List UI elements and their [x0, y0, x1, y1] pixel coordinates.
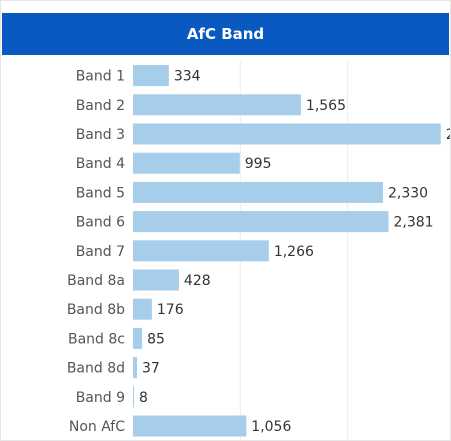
bar: [133, 357, 137, 379]
data-label: 1,266: [274, 244, 314, 260]
data-label: 428: [184, 273, 211, 289]
bar: [133, 415, 247, 437]
bar: [133, 240, 269, 262]
data-label: 995: [245, 156, 272, 172]
bar: [133, 181, 383, 203]
chart-title: AfC Band: [186, 25, 265, 43]
bar: [133, 152, 240, 174]
bar: [133, 65, 169, 87]
bar: [133, 298, 152, 320]
bar: [133, 123, 441, 145]
category-label: Band 5: [76, 185, 125, 201]
category-label: Band 1: [76, 69, 125, 85]
data-label: 2,868: [446, 127, 450, 143]
category-label: Band 6: [76, 215, 125, 231]
category-label: Band 8a: [67, 273, 125, 289]
bar: [133, 94, 301, 116]
data-label: 2,330: [388, 185, 428, 201]
data-label: 1,565: [306, 98, 346, 114]
data-label: 37: [142, 361, 160, 377]
category-label: Band 8b: [67, 302, 125, 318]
bar: [133, 211, 389, 233]
chart-header: AfC Band: [2, 13, 449, 55]
category-label: Non AfC: [69, 419, 125, 435]
category-label: Band 7: [76, 244, 125, 260]
category-label: Band 9: [76, 390, 125, 406]
data-label: 85: [147, 331, 165, 347]
data-label: 2,381: [393, 215, 433, 231]
data-label: 1,056: [251, 419, 291, 435]
data-label: 334: [174, 69, 201, 85]
bar: [133, 269, 179, 291]
category-label: Band 8c: [68, 331, 125, 347]
data-label: 176: [157, 302, 184, 318]
category-label: Band 8d: [67, 361, 125, 377]
bar: [133, 386, 134, 408]
bar: [133, 327, 143, 349]
category-label: Band 3: [76, 127, 125, 143]
category-label: Band 4: [76, 156, 125, 172]
data-label: 8: [139, 390, 148, 406]
category-label: Band 2: [76, 98, 125, 114]
